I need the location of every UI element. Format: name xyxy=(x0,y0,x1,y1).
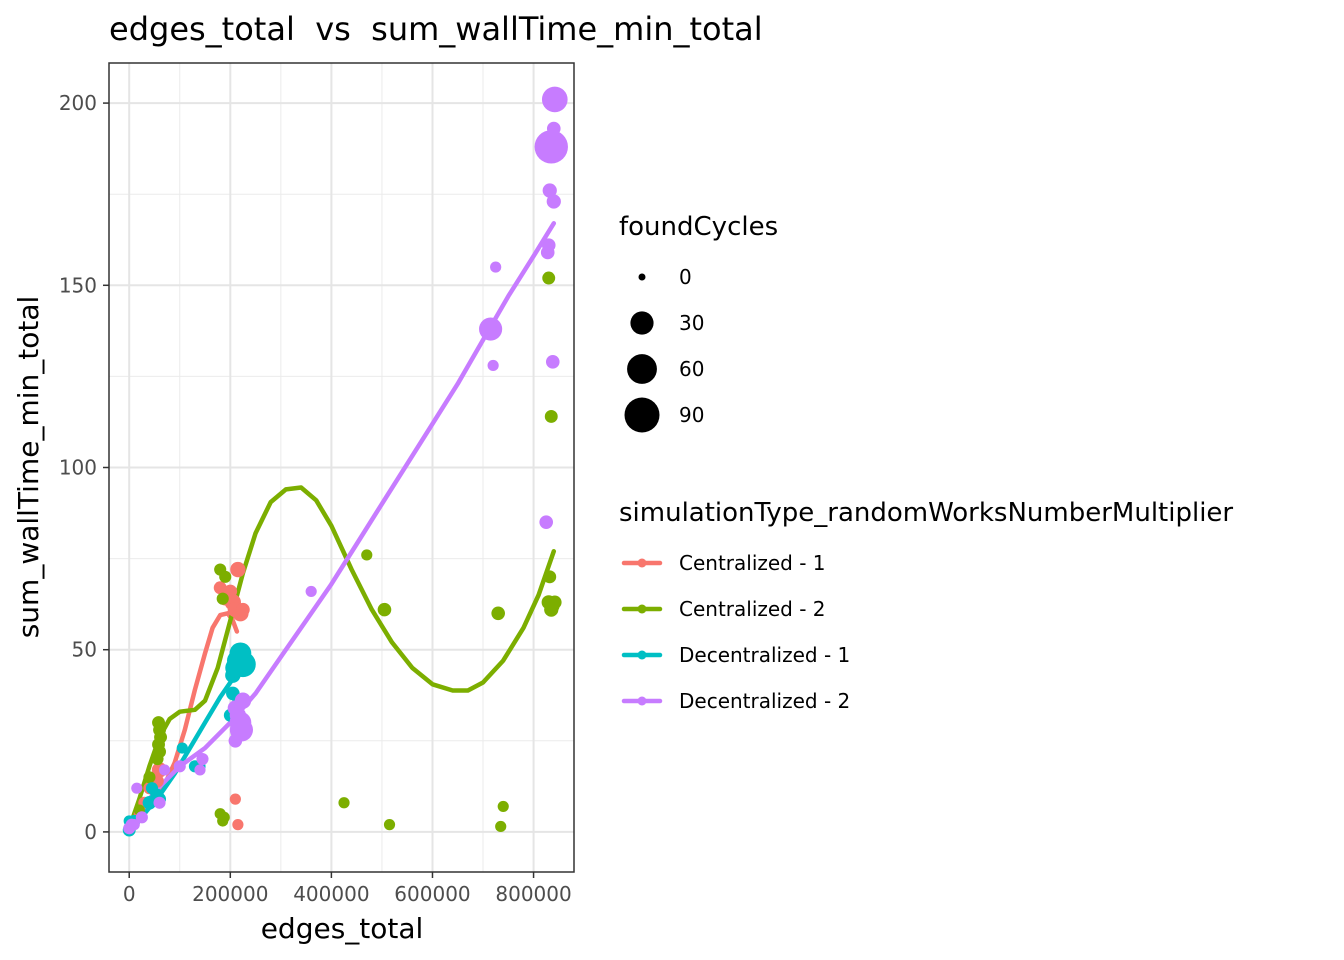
data-point xyxy=(495,820,507,833)
x-axis-label: edges_total xyxy=(261,912,424,945)
size-legend-keys: 0 30 60 90 xyxy=(624,265,704,433)
y-tick-label: 0 xyxy=(84,820,97,844)
size-legend-title: foundCycles xyxy=(619,212,778,242)
x-tick-label: 600000 xyxy=(394,882,470,906)
x-tick-label: 400000 xyxy=(293,882,369,906)
data-point xyxy=(377,602,392,617)
y-tick-label: 200 xyxy=(59,91,97,115)
y-tick-label: 50 xyxy=(72,638,97,662)
color-legend-symbol xyxy=(637,650,647,660)
color-legend: simulationType_randomWorksNumberMultipli… xyxy=(619,498,1233,713)
data-point xyxy=(218,811,230,823)
data-point xyxy=(196,752,209,766)
size-legend-symbol xyxy=(627,354,657,384)
color-legend-label: Centralized - 1 xyxy=(679,551,826,575)
data-point xyxy=(194,764,206,776)
data-point xyxy=(541,238,556,253)
color-legend-label: Decentralized - 1 xyxy=(679,643,850,667)
data-point xyxy=(128,819,140,831)
data-point xyxy=(305,585,317,597)
data-point xyxy=(383,819,396,831)
data-point xyxy=(213,581,227,595)
data-point xyxy=(546,194,561,209)
trend-line xyxy=(126,485,557,831)
data-point xyxy=(229,793,241,805)
size-legend-symbol xyxy=(624,397,660,433)
y-axis-label: sum_wallTime_min_total xyxy=(12,296,45,639)
size-legend-label: 60 xyxy=(679,357,704,381)
data-point xyxy=(232,819,244,831)
data-point xyxy=(230,651,256,678)
data-point xyxy=(236,602,250,617)
chart-title: edges_total vs sum_wallTime_min_total xyxy=(109,10,763,48)
data-point xyxy=(497,800,509,812)
color-legend-symbol xyxy=(637,696,647,706)
data-point xyxy=(173,760,186,773)
size-legend-label: 90 xyxy=(679,403,704,427)
y-tick-label: 100 xyxy=(59,456,97,480)
data-point xyxy=(534,130,568,164)
x-axis: 0 200000 400000 600000 800000 xyxy=(123,872,572,906)
y-tick-label: 150 xyxy=(59,273,97,297)
data-point xyxy=(219,570,232,583)
size-legend-label: 30 xyxy=(679,311,704,335)
data-point xyxy=(230,561,246,578)
data-point xyxy=(145,782,159,795)
color-legend-keys: Centralized - 1 Centralized - 2 Decentrali… xyxy=(621,551,850,713)
plot-panel xyxy=(108,62,575,873)
data-point xyxy=(131,782,143,794)
data-point xyxy=(539,515,554,529)
data-point xyxy=(479,317,503,341)
x-tick-label: 0 xyxy=(123,882,136,906)
data-point xyxy=(543,570,557,584)
data-point xyxy=(228,734,243,748)
data-point xyxy=(338,797,350,809)
size-legend-symbol xyxy=(630,311,654,335)
data-point xyxy=(216,592,229,605)
size-legend-symbol xyxy=(638,273,646,281)
data-point xyxy=(176,742,188,754)
data-point xyxy=(487,359,499,372)
y-axis: 0 50 100 150 200 xyxy=(59,91,109,844)
color-legend-title: simulationType_randomWorksNumberMultipli… xyxy=(619,498,1233,528)
data-point xyxy=(234,692,252,709)
points xyxy=(122,86,568,837)
data-point xyxy=(542,271,556,285)
data-point xyxy=(490,261,502,273)
data-point xyxy=(542,183,557,198)
data-point xyxy=(491,606,505,621)
x-tick-label: 800000 xyxy=(495,882,571,906)
data-point xyxy=(547,595,562,610)
x-tick-label: 200000 xyxy=(192,882,268,906)
color-legend-symbol xyxy=(637,604,647,614)
color-legend-symbol xyxy=(637,558,647,568)
data-point xyxy=(151,752,164,766)
size-legend-label: 0 xyxy=(679,265,692,289)
color-legend-label: Decentralized - 2 xyxy=(679,689,850,713)
data-point xyxy=(361,549,373,561)
data-point xyxy=(546,121,561,136)
data-point xyxy=(541,86,568,113)
data-point xyxy=(545,355,560,369)
data-point xyxy=(153,796,166,809)
data-point xyxy=(544,410,558,423)
data-point xyxy=(135,811,148,824)
color-legend-label: Centralized - 2 xyxy=(679,597,826,621)
data-point xyxy=(143,771,156,784)
data-point xyxy=(159,764,171,776)
size-legend: foundCycles 0 30 60 90 xyxy=(619,212,778,433)
